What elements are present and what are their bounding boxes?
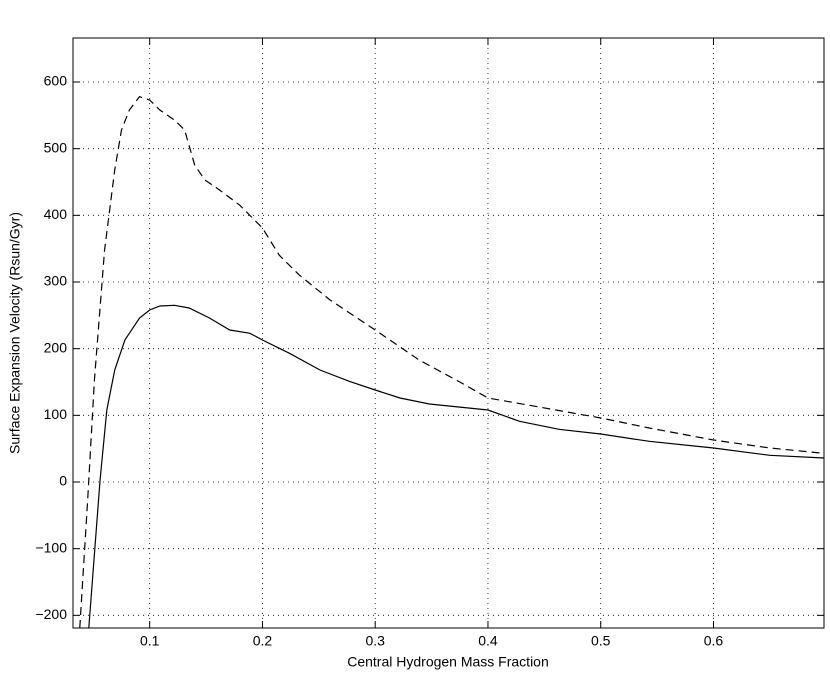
- x-tick-label: 0.1: [140, 633, 160, 649]
- x-tick-label: 0.5: [591, 633, 611, 649]
- y-tick-label: 200: [44, 339, 68, 355]
- y-tick-label: 300: [44, 273, 68, 289]
- y-tick-label: 500: [44, 139, 68, 155]
- y-tick-label: 400: [44, 206, 68, 222]
- y-tick-label: 100: [44, 406, 68, 422]
- y-tick-label: 600: [44, 73, 68, 89]
- plot-frame: [72, 37, 825, 629]
- x-tick-label: 0.3: [365, 633, 385, 649]
- y-axis-label: Surface Expansion Velocity (Rsun/Gyr): [7, 212, 23, 454]
- y-tick-label: 0: [59, 473, 67, 489]
- y-tick-label: −200: [35, 606, 67, 622]
- x-tick-label: 0.6: [704, 633, 724, 649]
- series-line: [88, 304, 824, 628]
- series-line: [79, 95, 824, 628]
- y-tick-label: −100: [35, 539, 67, 555]
- x-axis-label: Central Hydrogen Mass Fraction: [347, 654, 549, 670]
- x-tick-label: 0.4: [478, 633, 498, 649]
- x-tick-label: 0.2: [253, 633, 273, 649]
